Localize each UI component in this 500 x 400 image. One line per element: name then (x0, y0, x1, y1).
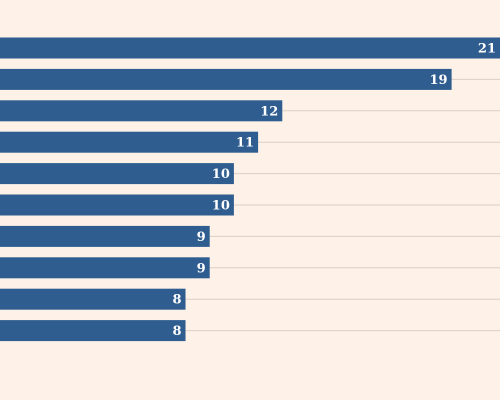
value-label: 11 (236, 136, 254, 151)
value-label: 10 (212, 199, 230, 214)
bar (0, 163, 234, 185)
bar (0, 194, 234, 216)
bar (0, 288, 186, 310)
value-label: 12 (260, 104, 278, 119)
value-label: 21 (478, 42, 496, 57)
bar (0, 100, 283, 122)
bar (0, 68, 452, 90)
bar (0, 37, 500, 59)
value-label: 9 (197, 230, 206, 245)
value-label: 9 (197, 261, 206, 276)
bar (0, 131, 259, 153)
value-label: 10 (212, 167, 230, 182)
bar (0, 225, 210, 247)
value-label: 8 (172, 324, 181, 339)
value-label: 8 (172, 293, 181, 308)
bar (0, 257, 210, 279)
bar (0, 320, 186, 342)
value-label: 19 (430, 73, 448, 88)
